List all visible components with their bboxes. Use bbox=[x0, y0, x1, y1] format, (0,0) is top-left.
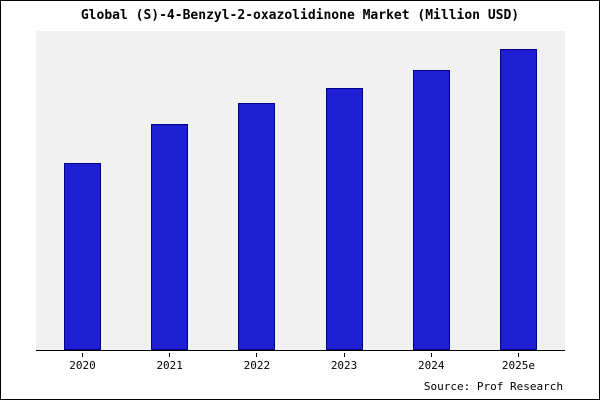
x-axis-label-cell: 2021 bbox=[151, 353, 188, 375]
bar bbox=[412, 69, 450, 350]
x-axis-label-cell: 2024 bbox=[413, 353, 450, 375]
axis-tick bbox=[343, 353, 345, 357]
source-attribution: Source: Prof Research bbox=[423, 380, 563, 393]
x-axis-label-cell: 2025e bbox=[500, 353, 537, 375]
axis-tick bbox=[82, 353, 83, 357]
bar-column bbox=[151, 31, 189, 350]
x-axis-label: 2024 bbox=[418, 359, 445, 372]
x-axis-label: 2021 bbox=[156, 359, 183, 372]
axis-tick bbox=[169, 353, 171, 357]
bar-column bbox=[325, 31, 363, 350]
x-axis-label-cell: 2023 bbox=[326, 353, 363, 375]
x-axis-label: 2022 bbox=[243, 359, 271, 372]
chart-title: Global (S)-4-Benzyl-2-oxazolidinone Mark… bbox=[80, 8, 520, 23]
bar-column bbox=[499, 31, 537, 350]
bar bbox=[325, 88, 363, 350]
bar-column bbox=[412, 31, 450, 350]
bar bbox=[238, 103, 276, 350]
plot-area bbox=[36, 31, 565, 351]
x-axis-label: 2023 bbox=[330, 359, 358, 372]
x-axis-label: 2020 bbox=[69, 359, 96, 372]
x-axis-label-cell: 2022 bbox=[238, 353, 275, 375]
bar-column bbox=[64, 31, 101, 350]
axis-tick bbox=[256, 353, 258, 357]
bar bbox=[499, 48, 537, 350]
x-axis-labels: 2020 2021 2022 2023 2024 2025e bbox=[36, 353, 565, 375]
bar bbox=[64, 163, 101, 350]
axis-tick bbox=[430, 353, 432, 357]
x-axis-label-cell: 2020 bbox=[64, 353, 101, 375]
bar-column bbox=[238, 31, 276, 350]
bar bbox=[151, 124, 189, 350]
axis-tick bbox=[517, 353, 519, 357]
bars-container bbox=[36, 31, 565, 350]
x-axis-label: 2025e bbox=[501, 359, 535, 372]
